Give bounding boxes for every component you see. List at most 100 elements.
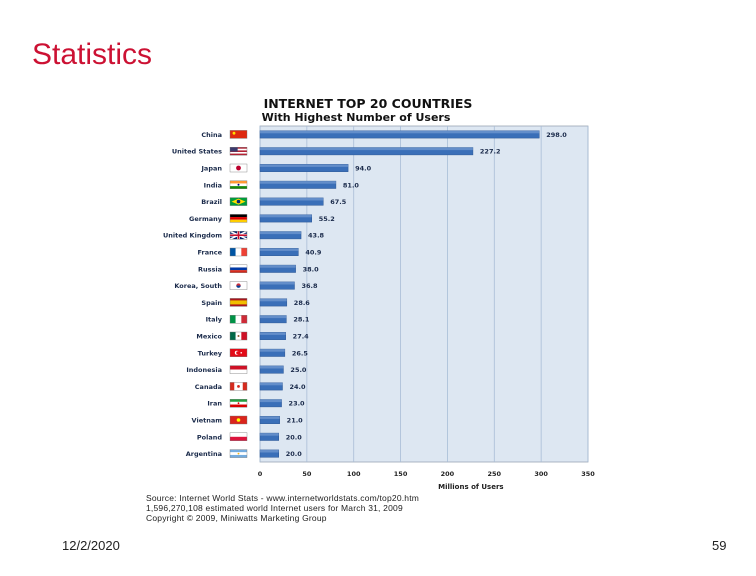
bar-highlight xyxy=(260,382,283,386)
chart-subtitle: With Highest Number of Users xyxy=(262,111,451,124)
slide-title: Statistics xyxy=(32,38,153,71)
x-tick-label: 50 xyxy=(302,470,312,478)
bar-highlight xyxy=(260,449,279,453)
bar-value-label: 24.0 xyxy=(289,383,306,391)
bar-value-label: 38.0 xyxy=(303,265,320,273)
bar xyxy=(259,147,474,156)
flag-russia-icon xyxy=(229,264,248,274)
flag-china-icon xyxy=(229,130,248,139)
category-label: Canada xyxy=(195,383,222,391)
chart-figure: INTERNET TOP 20 COUNTRIES With Highest Nu… xyxy=(140,92,600,524)
flag-japan-icon xyxy=(229,163,248,173)
bar-value-label: 20.0 xyxy=(286,450,303,458)
footer-date: 12/2/2020 xyxy=(62,538,120,553)
bar-value-label: 23.0 xyxy=(289,400,306,408)
flag-vietnam-icon xyxy=(229,415,248,425)
bar-value-label: 25.0 xyxy=(290,366,307,374)
x-tick-label: 150 xyxy=(394,470,408,478)
category-label: China xyxy=(201,131,222,139)
flag-india-icon xyxy=(229,180,248,190)
bar-highlight xyxy=(260,265,296,268)
bar-value-label: 36.8 xyxy=(301,282,318,290)
category-label: Argentina xyxy=(186,450,222,458)
bar-value-label: 20.0 xyxy=(286,433,303,441)
bar-value-label: 21.0 xyxy=(287,417,304,425)
bar-highlight xyxy=(260,399,282,403)
bar-highlight xyxy=(260,181,336,184)
flag-indonesia-icon xyxy=(229,365,248,374)
bar-highlight xyxy=(260,197,324,201)
flag-brazil-icon xyxy=(229,197,248,206)
bar-highlight xyxy=(260,130,540,134)
bar-value-label: 81.0 xyxy=(343,181,360,189)
bar-value-label: 94.0 xyxy=(355,165,372,173)
bar xyxy=(259,197,324,206)
source-line: Source: Internet World Stats - www.inter… xyxy=(146,493,420,503)
bar xyxy=(259,298,288,307)
bar-highlight xyxy=(260,248,299,251)
category-label: Indonesia xyxy=(186,366,222,374)
flag-france-icon xyxy=(229,247,248,257)
bar-value-label: 227.2 xyxy=(480,148,501,156)
bar-highlight xyxy=(260,433,279,436)
category-label: India xyxy=(204,181,222,189)
flag-germany-icon xyxy=(229,214,248,223)
bar-value-label: 55.2 xyxy=(319,215,335,223)
source-line: 1,596,270,108 estimated world Internet u… xyxy=(146,503,403,513)
page-number: 59 xyxy=(712,538,727,553)
flag-italy-icon xyxy=(229,314,248,324)
bar-highlight xyxy=(260,416,280,419)
flag-united-states-icon xyxy=(229,147,248,156)
bar-value-label: 28.6 xyxy=(294,299,311,307)
category-label: Japan xyxy=(201,165,223,173)
bar-highlight xyxy=(260,349,285,352)
category-label: United Kingdom xyxy=(163,232,222,240)
bar-value-label: 298.0 xyxy=(546,131,567,139)
bar-highlight xyxy=(260,298,287,302)
category-label: Turkey xyxy=(198,349,223,357)
flag-spain-icon xyxy=(229,298,248,307)
flag-argentina-icon xyxy=(229,449,248,458)
bar-highlight xyxy=(260,332,286,335)
category-label: Italy xyxy=(206,316,223,324)
category-label: Poland xyxy=(197,433,222,441)
plot-area xyxy=(259,125,589,463)
flag-canada-icon xyxy=(229,382,248,391)
bar-value-label: 67.5 xyxy=(330,198,347,206)
bar-value-label: 28.1 xyxy=(293,316,310,324)
x-tick-label: 250 xyxy=(487,470,501,478)
bar-highlight xyxy=(260,365,284,369)
bar-highlight xyxy=(260,147,473,151)
flag-united-kingdom-icon xyxy=(229,230,248,240)
flag-mexico-icon xyxy=(229,331,248,341)
flag-poland-icon xyxy=(229,432,248,441)
category-label: Vietnam xyxy=(192,417,223,425)
category-label: Iran xyxy=(207,400,222,408)
bar-value-label: 26.5 xyxy=(292,349,309,357)
flag-korea-south-icon xyxy=(229,281,248,290)
bar-value-label: 27.4 xyxy=(293,333,310,341)
category-label: Mexico xyxy=(196,333,222,341)
category-label: Spain xyxy=(201,299,222,307)
x-tick-label: 300 xyxy=(534,470,548,478)
bar-value-label: 43.8 xyxy=(308,232,325,240)
x-tick-label: 350 xyxy=(581,470,595,478)
flag-turkey-icon xyxy=(229,348,248,357)
category-label: Russia xyxy=(198,265,222,273)
x-axis-label: Millions of Users xyxy=(438,483,503,491)
x-tick-label: 200 xyxy=(441,470,455,478)
chart-title: INTERNET TOP 20 COUNTRIES xyxy=(264,96,473,111)
x-tick-label: 100 xyxy=(347,470,361,478)
bar xyxy=(259,281,295,290)
category-label: Korea, South xyxy=(174,282,222,290)
category-label: Brazil xyxy=(201,198,222,206)
x-tick-label: 0 xyxy=(258,470,263,478)
bar-highlight xyxy=(260,231,302,235)
bar-highlight xyxy=(260,315,287,319)
source-line: Copyright © 2009, Miniwatts Marketing Gr… xyxy=(146,513,327,523)
bar-highlight xyxy=(260,214,312,218)
category-label: Germany xyxy=(189,215,223,223)
category-label: France xyxy=(197,249,222,257)
bar-highlight xyxy=(260,164,349,167)
